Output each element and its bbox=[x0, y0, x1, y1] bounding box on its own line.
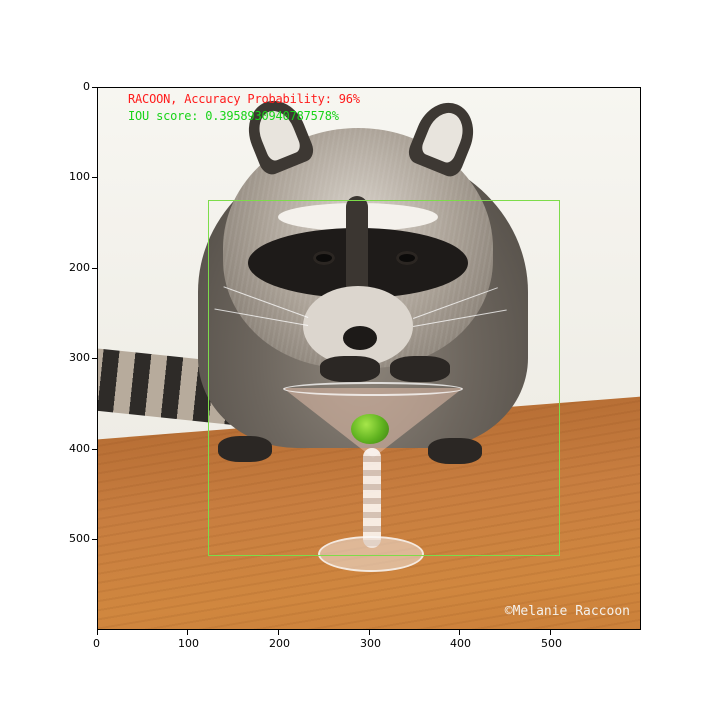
iou-score-label: IOU score: 0.3958930940787578% bbox=[128, 109, 339, 123]
raccoon-nose bbox=[343, 326, 377, 350]
y-axis-tick bbox=[92, 358, 97, 359]
raccoon-eye-right bbox=[396, 251, 418, 265]
x-axis-tick bbox=[187, 630, 188, 635]
raccoon-photo bbox=[98, 88, 640, 629]
raccoon-eye-left bbox=[313, 251, 335, 265]
martini-glass-base bbox=[318, 536, 424, 572]
raccoon-paw-on-glass-left bbox=[320, 356, 380, 382]
x-axis-tick bbox=[369, 630, 370, 635]
photo-watermark: ©Melanie Raccoon bbox=[504, 604, 630, 619]
y-axis-tick bbox=[92, 268, 97, 269]
martini-glass-rim bbox=[283, 382, 463, 396]
class-probability-label: RACOON, Accuracy Probability: 96% bbox=[128, 92, 360, 106]
x-axis-tick-label: 300 bbox=[360, 637, 381, 650]
martini-glass-stem bbox=[363, 448, 381, 548]
y-axis-tick bbox=[92, 87, 97, 88]
x-axis-tick bbox=[97, 630, 98, 635]
y-axis-tick bbox=[92, 177, 97, 178]
y-axis-tick bbox=[92, 539, 97, 540]
raccoon-paw-on-glass-right bbox=[390, 356, 450, 382]
x-axis-tick-label: 200 bbox=[269, 637, 290, 650]
y-axis-tick-label: 100 bbox=[69, 170, 90, 183]
y-axis-tick-label: 300 bbox=[69, 351, 90, 364]
x-axis-tick bbox=[459, 630, 460, 635]
y-axis-tick-label: 400 bbox=[69, 442, 90, 455]
y-axis-tick-label: 0 bbox=[83, 80, 90, 93]
x-axis-tick-label: 0 bbox=[93, 637, 100, 650]
raccoon-paw-front-left bbox=[218, 436, 272, 462]
y-axis-tick bbox=[92, 449, 97, 450]
y-axis-tick-label: 200 bbox=[69, 261, 90, 274]
x-axis-tick-label: 100 bbox=[178, 637, 199, 650]
x-axis-tick bbox=[278, 630, 279, 635]
x-axis-tick bbox=[550, 630, 551, 635]
raccoon-nose-stripe bbox=[346, 196, 368, 306]
y-axis-tick-label: 500 bbox=[69, 532, 90, 545]
olive bbox=[351, 414, 389, 444]
x-axis-tick-label: 400 bbox=[450, 637, 471, 650]
image-plot-area: RACOON, Accuracy Probability: 96% IOU sc… bbox=[97, 87, 641, 630]
x-axis-tick-label: 500 bbox=[541, 637, 562, 650]
